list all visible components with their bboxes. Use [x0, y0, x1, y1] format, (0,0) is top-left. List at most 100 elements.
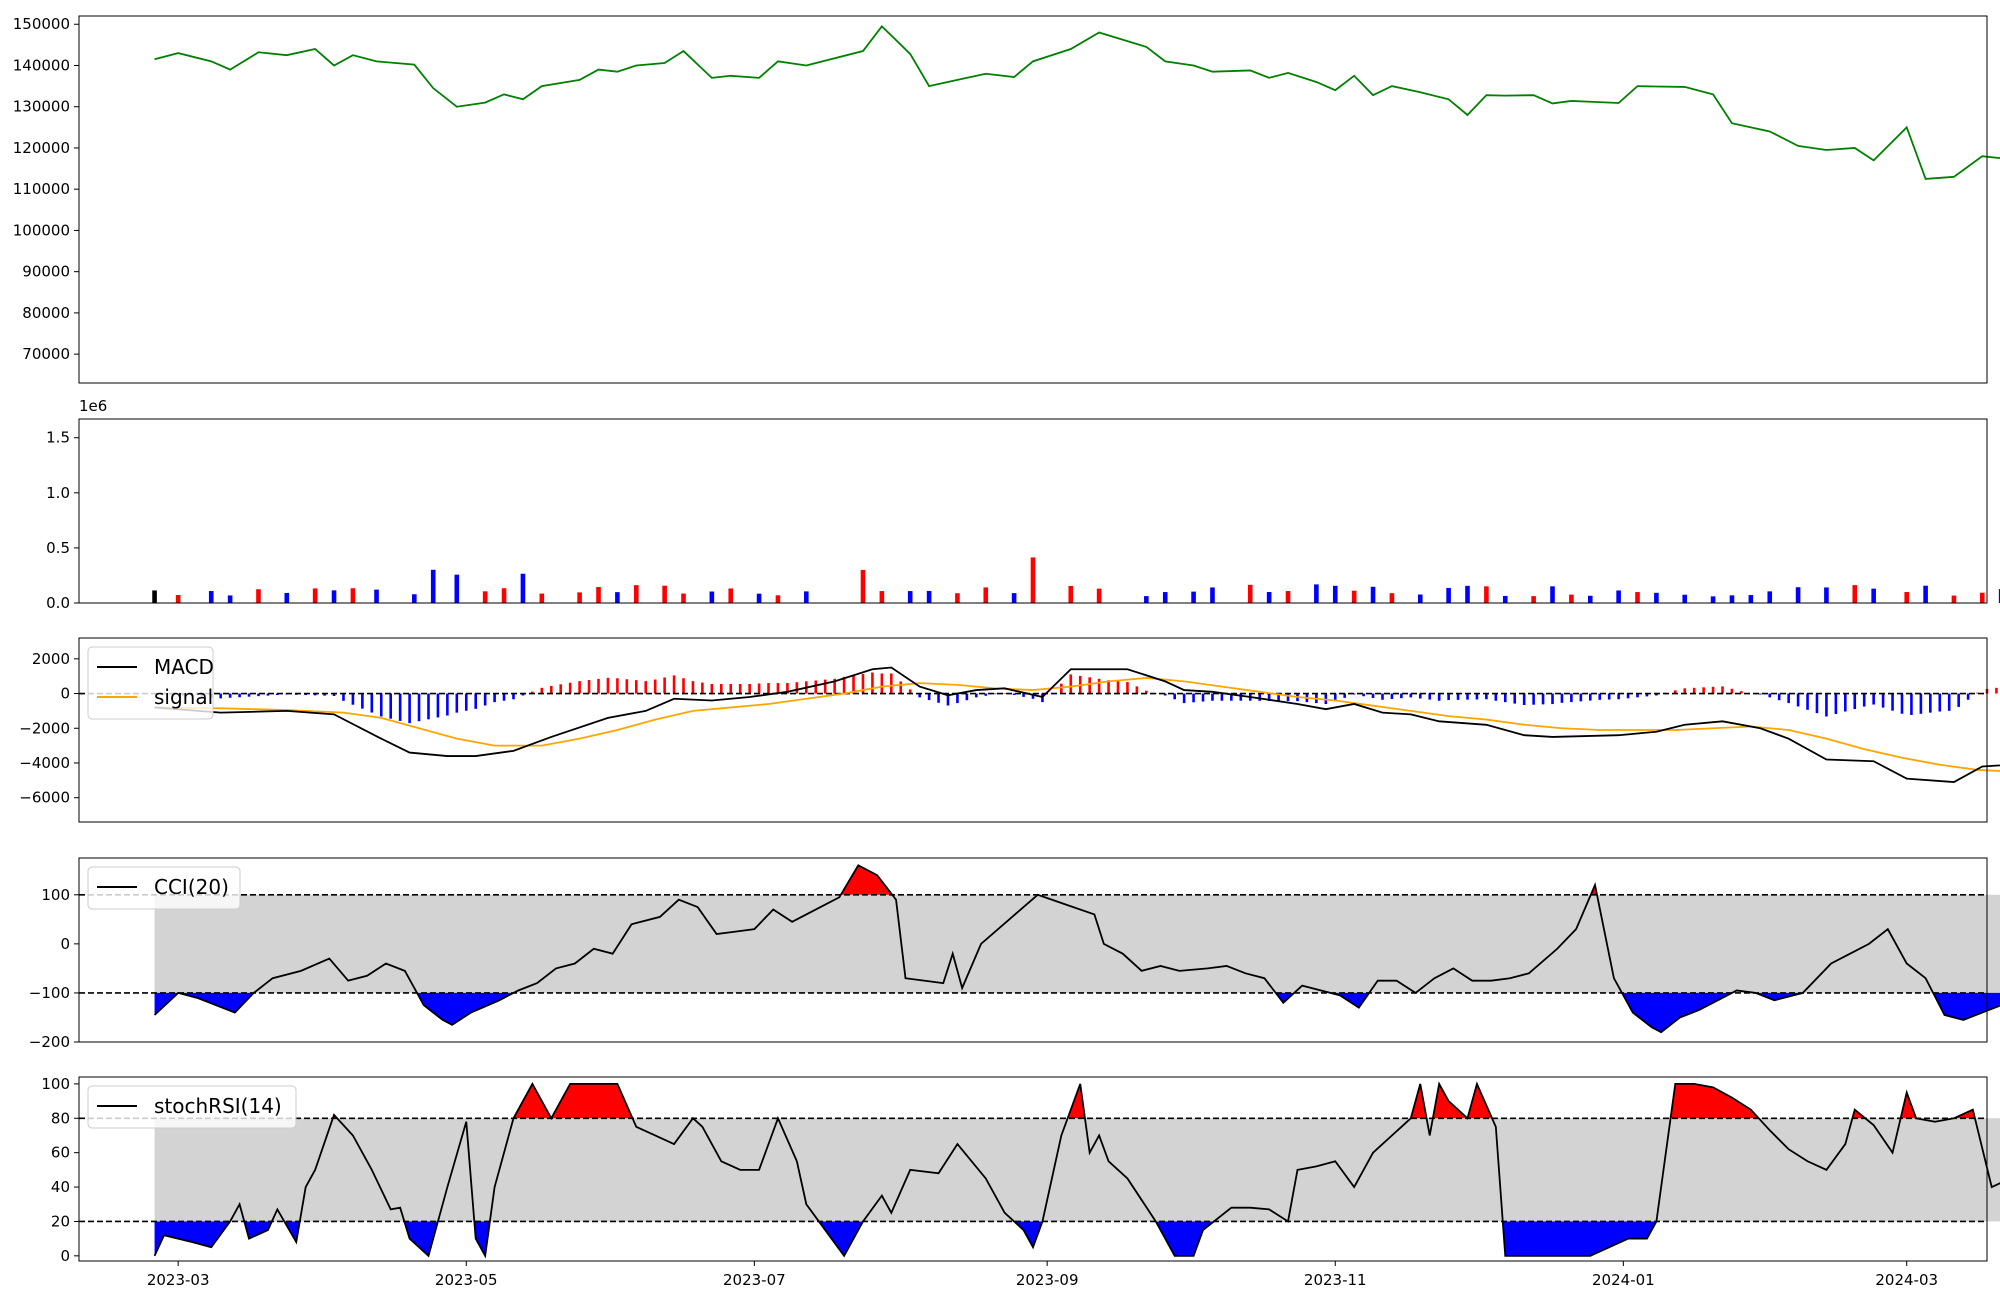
volume-bar [412, 594, 417, 603]
macd-hist-bar [1947, 693, 1951, 711]
volume-bar [482, 591, 488, 603]
macd-hist-bar [228, 693, 232, 698]
y-tick-label: 100 [41, 1075, 70, 1093]
oversold-area [1502, 1221, 1657, 1256]
volume-bar [879, 591, 885, 603]
volume-bar [955, 593, 960, 603]
legend-label: stochRSI(14) [154, 1094, 282, 1118]
macd-hist-bar [738, 684, 742, 694]
oversold-area [1275, 992, 1295, 1003]
volume-bar [1285, 591, 1291, 603]
macd-hist-bar [1929, 693, 1932, 713]
macd-hist-bar [1494, 693, 1498, 701]
macd-hist-bar [1721, 686, 1724, 694]
volume-bar [926, 590, 932, 603]
macd-hist-bar [1976, 692, 1979, 694]
volume-bar [501, 588, 507, 603]
macd-hist-bar [748, 684, 751, 694]
macd-hist-bar [578, 681, 581, 694]
volume-bar [1531, 596, 1536, 603]
macd-hist-bar [1607, 693, 1611, 700]
y-tick-label: 140000 [13, 56, 70, 74]
macd-hist-bar [1683, 688, 1687, 694]
macd-hist-bar [927, 693, 931, 701]
macd-hist-bar [1503, 693, 1507, 703]
y-tick-label: 0 [60, 1247, 70, 1265]
macd-hist-bar [908, 689, 912, 694]
macd-hist-bar [1126, 682, 1129, 694]
y-tick-label: 1.5 [46, 429, 70, 447]
y-tick-label: 40 [51, 1178, 70, 1196]
macd-hist-bar [1163, 693, 1167, 696]
legend-box [87, 646, 214, 720]
volume-bar [312, 588, 318, 603]
volume-bar [1191, 591, 1196, 603]
macd-hist-bar [342, 693, 345, 701]
macd-hist-bar [1192, 693, 1195, 703]
macd-hist-bar [474, 693, 478, 709]
macd-hist-bar [786, 683, 789, 694]
plot-frame [78, 637, 1988, 823]
macd-hist-bar [332, 693, 336, 696]
volume-bar [1569, 594, 1574, 603]
macd-hist-bar [984, 693, 988, 696]
macd-hist-bar [1475, 693, 1479, 700]
macd-hist-bar [483, 693, 487, 706]
overbought-area [1432, 1083, 1468, 1119]
x-tick-label: 2023-09 [1016, 1271, 1079, 1289]
macd-hist-bar [653, 679, 657, 694]
overbought-area [1410, 1083, 1427, 1119]
macd-hist-bar [956, 693, 959, 704]
volume-bar [284, 592, 290, 603]
volume-bar [1011, 593, 1017, 603]
oversold-area [1330, 992, 1370, 1008]
x-tick-label: 2023-07 [723, 1271, 786, 1289]
stochrsi-panel: 0 20 40 60 80 100 stochRSI(14) [41, 1075, 2000, 1265]
macd-hist-bar [1012, 693, 1016, 695]
volume-bar [860, 569, 866, 603]
oversold-area [1933, 992, 2000, 1020]
macd-hist-bar [1447, 693, 1450, 701]
volume-bar [1484, 586, 1489, 603]
macd-hist-bar [323, 693, 326, 696]
macd-hist-bar [1437, 693, 1441, 701]
macd-hist-bar [1069, 674, 1073, 694]
macd-hist-bar [1352, 693, 1356, 695]
macd-hist-bar [1513, 693, 1517, 704]
macd-hist-bar [1362, 693, 1365, 697]
volume-bar [152, 590, 157, 603]
macd-hist-bar [455, 693, 459, 713]
macd-hist-bar [644, 681, 648, 694]
macd-hist-bar [1267, 693, 1271, 701]
macd-hist-bar [1466, 693, 1469, 700]
x-tick-label: 2023-03 [147, 1271, 210, 1289]
macd-hist-bar [1239, 693, 1243, 701]
volume-bar [633, 585, 639, 603]
macd-hist-bar [1258, 693, 1261, 701]
volume-bar [1068, 585, 1074, 603]
volume-bar [256, 589, 261, 603]
macd-hist-bar [389, 693, 393, 719]
macd-hist-bar [710, 684, 714, 694]
volume-bar [1446, 587, 1451, 603]
macd-hist-bar [1787, 693, 1790, 704]
macd-hist-bar [814, 680, 818, 694]
cci-panel: −200 −100 0 100 CCI(20) [29, 857, 2000, 1051]
volume-bar [1389, 593, 1395, 603]
y-tick-label: −100 [29, 984, 70, 1002]
macd-hist-bar [521, 693, 525, 696]
macd-hist-bar [1636, 693, 1639, 698]
x-axis: 2023-03 2023-05 2023-07 2023-09 2023-11 2024-… [147, 1261, 1938, 1289]
macd-hist-bar [568, 682, 572, 694]
y-tick-label: 70000 [22, 345, 70, 363]
volume-bar [1162, 592, 1168, 603]
overbought-area [1670, 1083, 1759, 1119]
volume-bar [208, 591, 214, 603]
macd-hist-bar [1333, 693, 1337, 702]
macd-hist-bar [559, 684, 563, 694]
volume-bar [1824, 587, 1829, 603]
oversold-area [818, 1221, 863, 1256]
volume-bar [1951, 595, 1957, 603]
macd-hist-bar [257, 693, 260, 697]
volume-bar [1417, 594, 1423, 603]
